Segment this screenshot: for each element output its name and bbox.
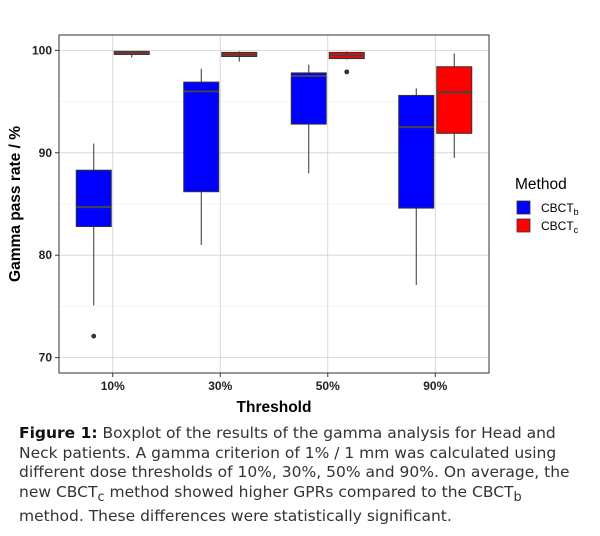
caption-text-3: method. These differences were statistic… xyxy=(19,507,452,526)
boxplot-marks xyxy=(75,50,473,339)
box-cbct-b-10pct xyxy=(75,143,112,339)
x-tick-label: 10% xyxy=(101,379,125,393)
y-tick-label: 90 xyxy=(39,146,53,160)
box-body xyxy=(398,94,435,209)
outlier-point xyxy=(91,333,97,339)
box-body xyxy=(436,66,473,134)
legend: Method CBCTb CBCTc xyxy=(515,176,579,235)
caption-sub-1: c xyxy=(97,489,105,505)
caption-sub-2: b xyxy=(513,489,522,505)
boxplot-chart: 70 80 90 100 10% 30% 50% 90% Threshold Gamma p… xyxy=(7,34,579,416)
outlier-point xyxy=(344,69,350,75)
x-axis-title: Threshold xyxy=(237,399,312,416)
legend-label-cbct-b: CBCTb xyxy=(541,201,579,217)
y-tick-label: 100 xyxy=(32,43,52,57)
x-tick-label: 50% xyxy=(316,379,340,393)
x-tick-label: 30% xyxy=(208,379,232,393)
legend-label-cbct-c-sub: c xyxy=(574,225,579,235)
legend-label-cbct-c-main: CBCT xyxy=(541,219,574,233)
box-body xyxy=(183,81,220,193)
legend-label-cbct-b-main: CBCT xyxy=(541,201,574,215)
x-axis: 10% 30% 50% 90% xyxy=(101,373,448,393)
box-cbct-b-90pct xyxy=(398,88,435,285)
legend-title: Method xyxy=(515,176,567,193)
legend-key-cbct-b xyxy=(516,200,531,215)
caption-label: Figure 1: xyxy=(19,424,98,442)
figure-caption: Figure 1: Boxplot of the results of the … xyxy=(19,424,589,527)
box-cbct-c-90pct xyxy=(436,53,473,158)
legend-key-cbct-c xyxy=(516,218,531,233)
caption-text-1: Boxplot of the results of the gamma anal… xyxy=(19,424,570,501)
x-tick-label: 90% xyxy=(423,379,447,393)
box-cbct-c-10pct xyxy=(113,50,150,58)
box-cbct-c-50pct xyxy=(328,51,365,75)
legend-label-cbct-c: CBCTc xyxy=(541,219,579,235)
box-cbct-b-30pct xyxy=(183,68,220,245)
legend-label-cbct-b-sub: b xyxy=(574,207,579,217)
y-tick-label: 70 xyxy=(39,351,53,365)
grid-lines xyxy=(59,35,489,373)
box-body xyxy=(290,72,327,125)
y-axis-title: Gamma pass rate / % xyxy=(7,126,24,282)
panel-border xyxy=(58,34,490,374)
caption-text-2: method showed higher GPRs compared to th… xyxy=(104,482,514,501)
y-tick-label: 80 xyxy=(39,248,53,262)
y-axis: 70 80 90 100 xyxy=(32,43,59,365)
box-cbct-c-30pct xyxy=(221,51,258,62)
box-cbct-b-50pct xyxy=(290,64,327,174)
box-body xyxy=(75,169,112,228)
